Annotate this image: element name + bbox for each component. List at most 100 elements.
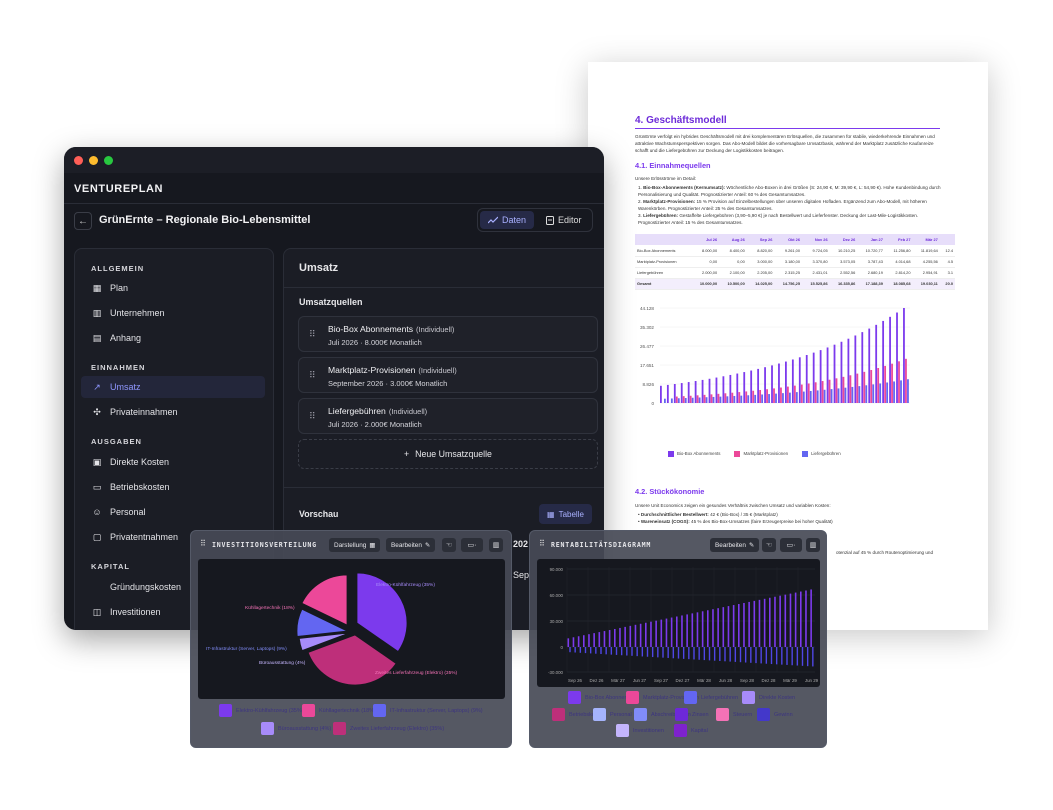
hand-icon[interactable]: ☜ — [442, 538, 456, 552]
doc-heading-rule — [635, 128, 940, 129]
revenue-source-card[interactable]: ⠿ Bio-Box Abonnements (Individuell) Juli … — [298, 316, 598, 352]
chart-bar — [882, 320, 885, 403]
chart-bar — [800, 591, 802, 647]
section-expenses: AUSGABEN — [91, 437, 142, 446]
table-total-row: Gesamt 10.000,00 10.500,00 14.025,00 14.756,… — [635, 278, 955, 290]
chart-bar — [893, 381, 895, 403]
chart-bar — [733, 395, 736, 403]
sidebar-item-company[interactable]: ▥ Unternehmen — [92, 307, 165, 319]
edit-button[interactable]: Bearbeiten ✎ — [386, 538, 436, 552]
drag-handle-icon[interactable]: ⠿ — [309, 329, 316, 339]
comment-icon[interactable]: ▭· — [780, 538, 802, 552]
chart-bar — [579, 647, 582, 653]
sidebar-item-private-income[interactable]: ✣ Privateinnahmen — [93, 406, 178, 418]
drag-handle-icon[interactable]: ⠿ — [309, 411, 316, 421]
trash-icon[interactable]: ▥ — [806, 538, 820, 552]
chart-bar — [868, 328, 871, 403]
revenue-source-card[interactable]: ⠿ Marktplatz-Provisionen (Individuell) Se… — [298, 357, 598, 393]
doc-chart-legend: Bio-Box Abonnements Marktplatz-Provision… — [668, 451, 841, 457]
sidebar-item-founding-costs[interactable]: Gründungskosten — [110, 582, 182, 592]
chart-bar — [806, 647, 809, 667]
chart-bar — [662, 647, 664, 658]
chart-bar — [729, 647, 731, 662]
chart-bar — [624, 626, 626, 647]
sidebar-item-personnel[interactable]: ☺ Personal — [92, 507, 146, 517]
chart-bar — [858, 386, 861, 403]
table-row: Bio-Box Abonnements 8.000,00 8.400,00 8.820… — [635, 245, 955, 257]
chart-bar — [567, 638, 570, 647]
chart-bar — [837, 388, 840, 403]
edit-button[interactable]: Bearbeiten ✎ — [710, 538, 760, 552]
chart-bar — [791, 359, 794, 403]
sidebar-item-plan[interactable]: ▦ Plan — [92, 282, 129, 294]
doc-subheading-income: 4.1. Einnahmequellen — [635, 161, 711, 170]
add-revenue-source-button[interactable]: + Neue Umsatzquelle — [298, 439, 598, 469]
drag-handle-icon[interactable]: ⠿ — [309, 370, 316, 380]
view-tabs: Daten Editor — [477, 208, 593, 232]
chart-bar — [787, 386, 789, 403]
close-window-dot[interactable] — [74, 156, 83, 165]
panel-divider — [284, 287, 604, 288]
x-tick-label: Mär 27 — [611, 678, 625, 683]
chart-bar — [763, 598, 766, 647]
chart-bar — [646, 647, 649, 657]
chart-bar — [677, 398, 680, 403]
pie-slice — [296, 608, 349, 637]
doc-bullet-item: • Wareneinsatz (COGS): 45 % des Bio-Box-… — [638, 519, 833, 524]
chart-bar — [759, 390, 762, 403]
pie-slice — [298, 632, 350, 652]
chart-bar — [734, 647, 737, 662]
doc-intro: GrünErnte verfolgt ein hybrides Geschäft… — [635, 134, 935, 153]
display-button[interactable]: Darstellung ▦ — [329, 538, 381, 552]
trash-icon[interactable]: ▥ — [489, 538, 503, 552]
legend-item: Direkte Kosten — [742, 691, 795, 704]
sidebar: ALLGEMEIN ▦ Plan ▥ Unternehmen ▤ Anhang EIN… — [74, 248, 274, 630]
sidebar-item-direct-costs[interactable]: ▣ Direkte Kosten — [92, 456, 170, 468]
legend-item: Gewinn — [757, 708, 793, 721]
revenue-source-card[interactable]: ⠿ Liefergebühren (Individuell) Juli 2026 … — [298, 398, 598, 434]
y-tick-label: 26.477 — [640, 344, 654, 349]
chart-bar — [760, 647, 762, 664]
chart-bar — [719, 647, 721, 661]
minimize-window-dot[interactable] — [89, 156, 98, 165]
revenue-sources-label: Umsatzquellen — [299, 297, 363, 307]
pencil-icon: ✎ — [748, 542, 755, 549]
chart-bar — [736, 373, 739, 403]
sidebar-item-investments[interactable]: ◫ Investitionen — [92, 606, 161, 618]
sidebar-item-appendix[interactable]: ▤ Anhang — [92, 332, 142, 344]
x-tick-label: Sep 27 — [654, 678, 668, 683]
sidebar-item-operating-costs[interactable]: ▭ Betriebskosten — [92, 481, 170, 493]
chart-bar — [840, 341, 843, 403]
chart-bar — [694, 381, 697, 403]
chart-bar — [816, 390, 819, 403]
chart-bar — [780, 387, 782, 403]
chart-bar — [795, 392, 798, 403]
drag-handle-icon[interactable]: ⠿ — [200, 539, 206, 548]
drag-handle-icon[interactable]: ⠿ — [539, 539, 545, 548]
tab-data[interactable]: Daten — [480, 211, 535, 229]
legend-item: Marktplatz-Provisionen — [626, 691, 699, 704]
legend-item: Bio-Box Abonnements — [668, 451, 720, 457]
project-title: GrünErnte – Regionale Bio-Lebensmittel — [99, 214, 311, 226]
pie-label: IT-Infrastruktur (Server, Laptops) (9%) — [206, 647, 287, 652]
tab-editor[interactable]: Editor — [538, 211, 590, 229]
chart-bar — [740, 395, 743, 403]
sidebar-item-private-withdrawals[interactable]: ▢ Privatentnahmen — [92, 531, 179, 543]
hand-icon[interactable]: ☜ — [762, 538, 776, 552]
maximize-window-dot[interactable] — [104, 156, 113, 165]
table-view-button[interactable]: ▦ Tabelle — [539, 504, 592, 524]
arrow-left-icon: ← — [78, 215, 88, 227]
back-button[interactable]: ← — [74, 212, 92, 230]
doc-heading: 4. Geschäftsmodell — [635, 115, 727, 126]
chart-bar — [870, 369, 873, 403]
chart-bar — [667, 647, 669, 658]
sidebar-item-revenue[interactable]: ↗ Umsatz — [81, 376, 265, 398]
chart-bar — [833, 344, 836, 403]
doc-bullet-item: • Durchschnittlicher Bestellwert: 42 € (… — [638, 512, 778, 517]
chart-bar — [812, 647, 814, 667]
chart-bar — [670, 617, 673, 647]
chart-bar — [680, 383, 683, 403]
comment-icon[interactable]: ▭· — [461, 538, 483, 552]
plus-icon: + — [404, 449, 410, 459]
chart-bar — [745, 391, 748, 403]
